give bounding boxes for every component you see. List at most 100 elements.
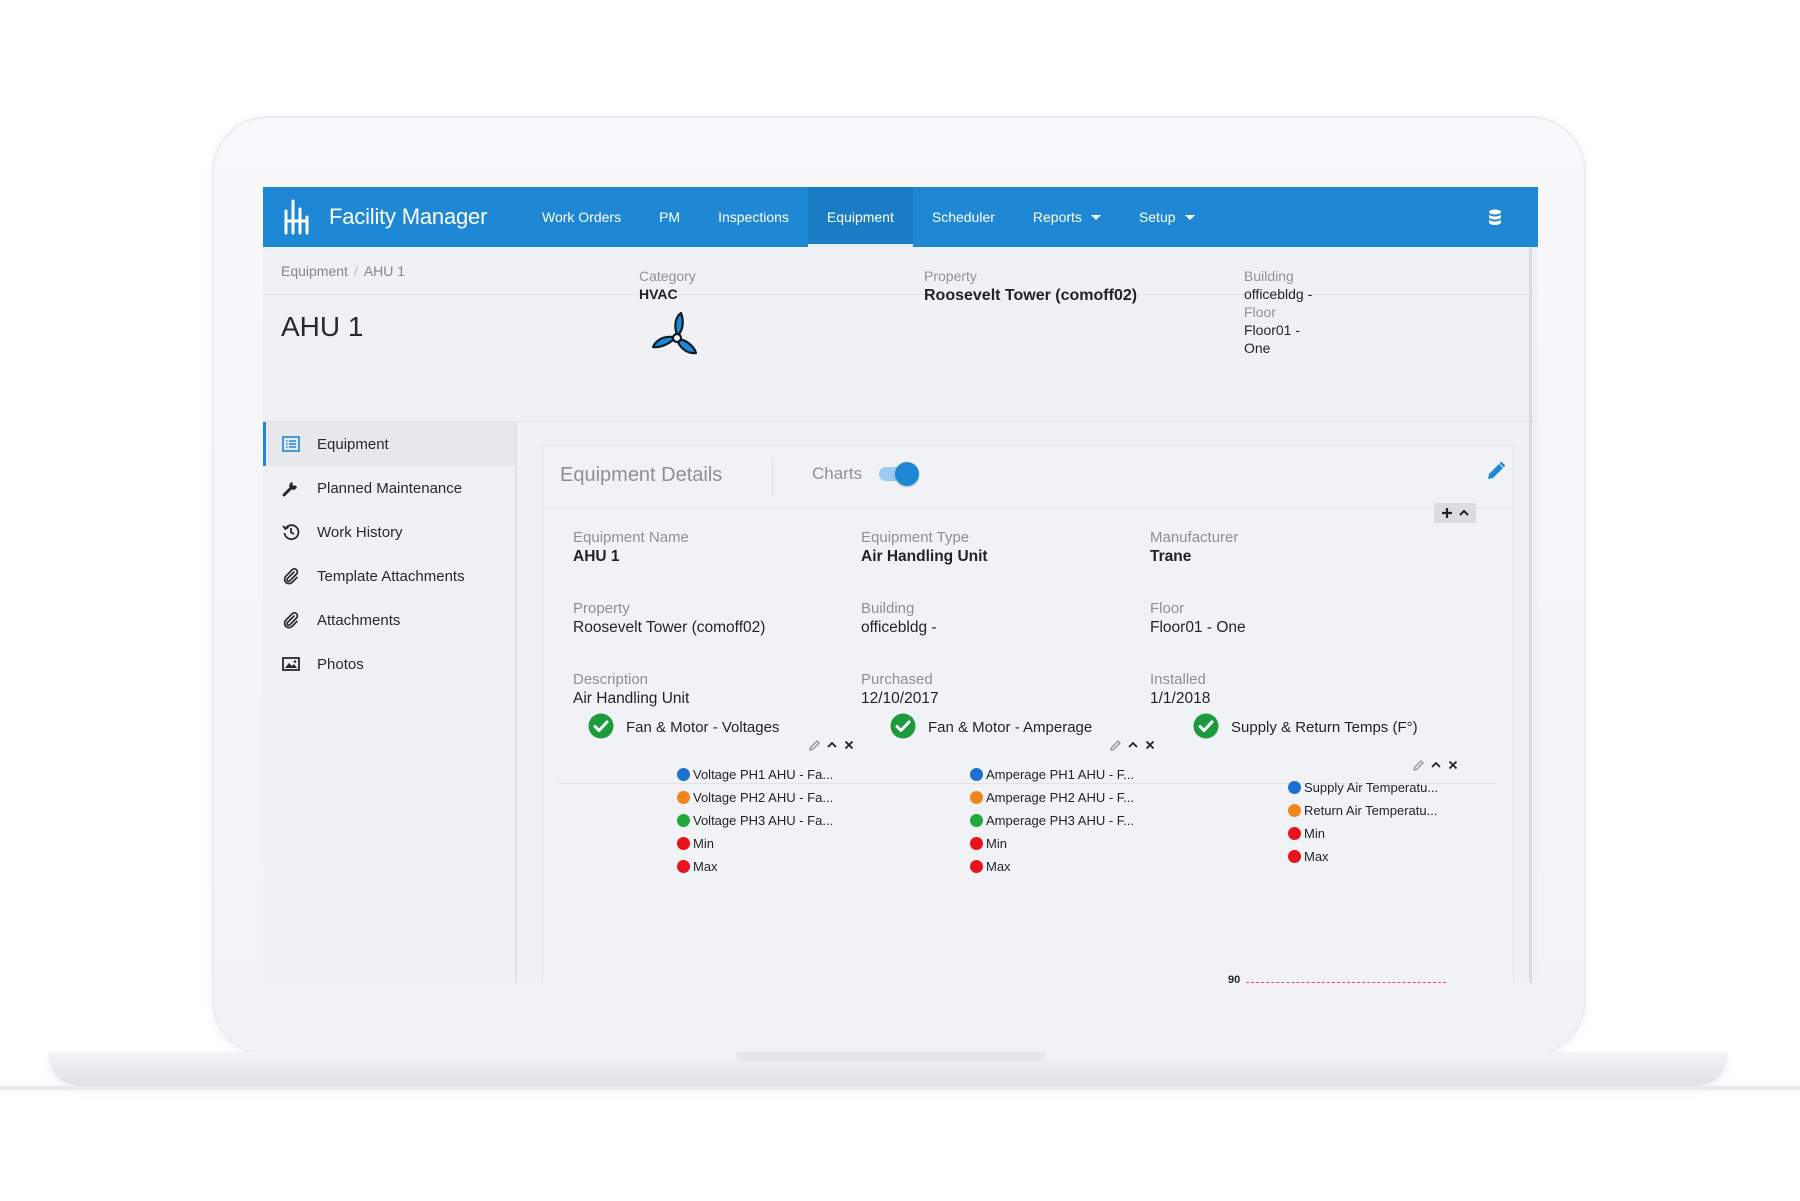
legend-item[interactable]: Amperage PH2 AHU - F... <box>970 786 1134 809</box>
divider <box>263 294 1538 295</box>
legend-swatch <box>1288 804 1301 817</box>
max-threshold-line <box>1246 982 1446 983</box>
chevron-up-icon[interactable] <box>1430 759 1442 771</box>
nav-item-equipment[interactable]: Equipment <box>807 187 913 247</box>
manufacturer-value: Trane <box>1150 548 1192 565</box>
image-icon <box>281 654 301 674</box>
sidebar-item-label: Work History <box>317 523 403 541</box>
legend-swatch <box>677 791 690 804</box>
legend-label: Voltage PH2 AHU - Fa... <box>693 790 834 805</box>
sidebar-item-photos[interactable]: Photos <box>263 642 515 686</box>
sidebar-item-attachments[interactable]: Attachments <box>263 598 515 642</box>
legend-item[interactable]: Return Air Temperatu... <box>1288 799 1438 822</box>
chart-legend: Amperage PH1 AHU - F... Amperage PH2 AHU … <box>970 763 1134 878</box>
category-label: Category <box>639 268 696 284</box>
sidebar-item-label: Planned Maintenance <box>317 479 463 497</box>
legend-swatch <box>970 814 983 827</box>
legend-swatch <box>677 768 690 781</box>
legend-label: Amperage PH1 AHU - F... <box>986 767 1135 782</box>
floor-shadow <box>0 1086 1800 1090</box>
check-circle-icon <box>588 713 614 739</box>
edit-pencil-icon[interactable] <box>1413 759 1425 771</box>
close-icon[interactable] <box>1447 759 1459 771</box>
category-value: HVAC <box>639 286 678 302</box>
top-navbar: Facility Manager Work Orders PM Inspection… <box>263 187 1538 247</box>
legend-item[interactable]: Max <box>677 855 833 878</box>
sidebar-item-equipment[interactable]: Equipment <box>263 422 515 466</box>
legend-label: Voltage PH3 AHU - Fa... <box>693 813 834 828</box>
property-label: Property <box>924 268 977 284</box>
floor-label: Floor <box>1244 304 1276 320</box>
nav-menu: Work Orders PM Inspections Equipment Schedul… <box>523 187 1214 247</box>
divider <box>263 421 1538 422</box>
nav-item-work-orders[interactable]: Work Orders <box>523 187 640 247</box>
close-icon[interactable] <box>1144 739 1156 751</box>
nav-item-inspections[interactable]: Inspections <box>699 187 808 247</box>
toggle-knob <box>895 462 919 486</box>
nav-item-scheduler[interactable]: Scheduler <box>913 187 1014 247</box>
chevron-up-icon[interactable] <box>1127 739 1139 751</box>
legend-swatch <box>1288 827 1301 840</box>
equipment-name-value: AHU 1 <box>573 548 620 565</box>
database-icon[interactable] <box>1488 209 1502 226</box>
legend-swatch <box>970 860 983 873</box>
list-icon <box>281 434 301 454</box>
chart-legend: Voltage PH1 AHU - Fa... Voltage PH2 AHU -… <box>677 763 833 878</box>
edit-pencil-icon[interactable] <box>1110 739 1122 751</box>
legend-item[interactable]: Min <box>970 832 1134 855</box>
check-circle-icon <box>1193 713 1219 739</box>
charts-toggle-label: Charts <box>812 464 863 483</box>
breadcrumb-current: AHU 1 <box>363 263 406 279</box>
building-value: officebldg - <box>1244 286 1313 302</box>
legend-item[interactable]: Voltage PH1 AHU - Fa... <box>677 763 833 786</box>
purchased-label: Purchased <box>861 671 933 688</box>
nav-item-label: Equipment <box>826 209 894 225</box>
nav-item-reports[interactable]: Reports <box>1014 187 1120 247</box>
sidebar-item-planned-maintenance[interactable]: Planned Maintenance <box>263 466 515 510</box>
sidebar-item-template-attachments[interactable]: Template Attachments <box>263 554 515 598</box>
chart-legend: Supply Air Temperatu... Return Air Temper… <box>1288 776 1438 868</box>
legend-item[interactable]: Max <box>1288 845 1438 868</box>
description-label: Description <box>573 671 649 688</box>
nav-item-pm[interactable]: PM <box>640 187 699 247</box>
floor-value-line2: One <box>1244 340 1271 356</box>
nav-item-setup[interactable]: Setup <box>1120 187 1214 247</box>
legend-label: Amperage PH3 AHU - F... <box>986 813 1135 828</box>
brand[interactable]: Facility Manager <box>281 197 511 237</box>
legend-item[interactable]: Min <box>1288 822 1438 845</box>
scrollbar-rail[interactable] <box>1529 247 1532 983</box>
building-field-label: Building <box>861 600 915 617</box>
charts-toggle[interactable] <box>879 462 919 486</box>
legend-swatch <box>970 768 983 781</box>
legend-item[interactable]: Voltage PH2 AHU - Fa... <box>677 786 833 809</box>
legend-item[interactable]: Min <box>677 832 833 855</box>
legend-item[interactable]: Amperage PH1 AHU - F... <box>970 763 1134 786</box>
installed-label: Installed <box>1150 671 1206 688</box>
nav-item-label: PM <box>659 209 681 225</box>
chevron-up-icon[interactable] <box>826 739 838 751</box>
sidebar-item-work-history[interactable]: Work History <box>263 510 515 554</box>
property-field-value: Roosevelt Tower (comoff02) <box>573 619 766 636</box>
legend-swatch <box>677 860 690 873</box>
property-field-label: Property <box>573 600 630 617</box>
chevron-up-icon <box>1458 509 1469 516</box>
legend-item[interactable]: Max <box>970 855 1134 878</box>
sidebar-item-label: Photos <box>317 655 364 673</box>
breadcrumb-equipment[interactable]: Equipment <box>281 263 348 279</box>
add-widget-button[interactable] <box>1434 503 1476 523</box>
breadcrumb-separator: / <box>353 263 358 279</box>
brand-logo-icon <box>284 199 309 235</box>
nav-item-label: Scheduler <box>931 209 995 225</box>
edit-pencil-icon[interactable] <box>1485 460 1507 482</box>
property-value: Roosevelt Tower (comoff02) <box>924 287 1138 304</box>
close-icon[interactable] <box>843 739 855 751</box>
divider <box>772 458 773 496</box>
nav-item-label: Reports <box>1032 209 1082 225</box>
edit-pencil-icon[interactable] <box>809 739 821 751</box>
equipment-name-label: Equipment Name <box>573 529 689 546</box>
building-label: Building <box>1244 268 1294 284</box>
legend-item[interactable]: Supply Air Temperatu... <box>1288 776 1438 799</box>
widget-toolbar <box>1413 759 1459 771</box>
legend-item[interactable]: Amperage PH3 AHU - F... <box>970 809 1134 832</box>
legend-item[interactable]: Voltage PH3 AHU - Fa... <box>677 809 833 832</box>
